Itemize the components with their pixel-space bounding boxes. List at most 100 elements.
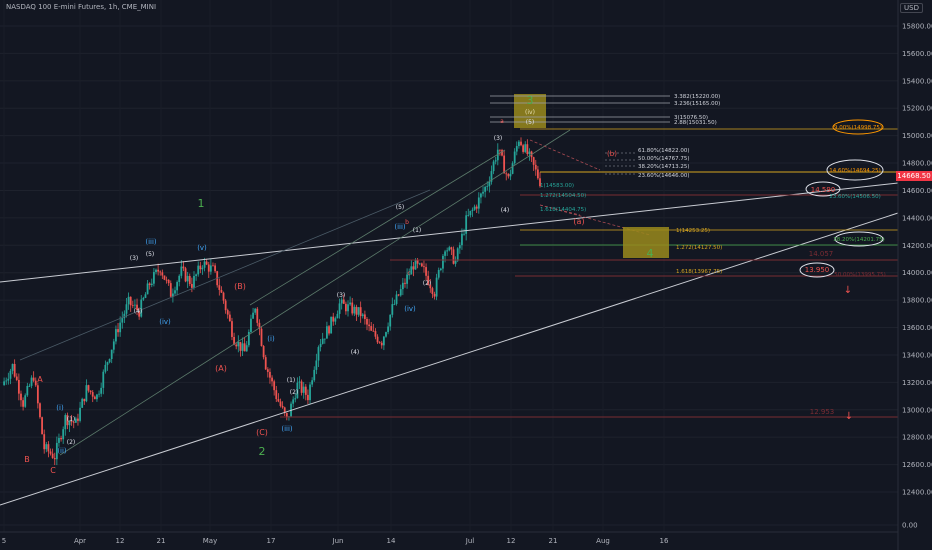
candle-body (254, 308, 257, 313)
candle-body (328, 326, 330, 334)
candle-body (237, 341, 240, 347)
drawing-overlays (0, 94, 899, 506)
price-tick-label: 14600.00 (902, 187, 932, 195)
candle-body (353, 306, 356, 314)
wave-label-white: (5) (526, 119, 535, 126)
candle-body (427, 275, 430, 285)
highlight-ellipse (805, 181, 841, 197)
candle-body (452, 249, 455, 264)
wave-label-white: (5) (146, 251, 155, 258)
currency-badge[interactable]: USD (900, 3, 923, 13)
candle-body (387, 326, 389, 333)
candle-body (528, 151, 531, 155)
candle-body (201, 267, 204, 270)
candle-body (262, 346, 265, 358)
fib-label: 2.88(15031.50) (674, 120, 717, 126)
wave-label-blue: (iii) (145, 238, 157, 246)
wave-label-blue: (iii) (281, 425, 293, 433)
annotations: 1 2 3 4 A B C (A) (B) (C) (a) (b) a b c (i) (ii) (iii) (iv… (24, 94, 886, 475)
candle-body (142, 297, 145, 300)
candle-body (338, 303, 341, 314)
candle-body (304, 386, 307, 395)
candle-body (235, 344, 238, 347)
candle-body (136, 304, 138, 311)
fib-label: 1.618(13967.75) (676, 269, 722, 275)
symbol-title: NASDAQ 100 E-mini Futures, 1h, CME_MINI (6, 3, 157, 11)
wave-label-red: C (50, 466, 56, 475)
candle-body (186, 275, 189, 282)
candle-body (252, 312, 254, 319)
candle-body (26, 385, 29, 396)
candle-body (294, 398, 297, 400)
candle-body (370, 326, 373, 331)
candle-body (58, 437, 60, 443)
wave-label-red: b (405, 219, 409, 226)
price-tick-label: 12600.00 (902, 461, 932, 469)
candle-body (292, 399, 295, 404)
inner-wave-channel (249, 149, 506, 306)
price-axis[interactable]: 15800.00 15600.00 15400.00 15200.00 15000.00… (897, 0, 932, 550)
candle-body (144, 294, 147, 298)
candle-body (439, 268, 442, 271)
wave-label-red: A (37, 375, 43, 384)
candle-body (372, 330, 375, 332)
candle-body (380, 342, 383, 346)
price-tick-label: 14800.00 (902, 160, 932, 168)
candle-body (106, 362, 109, 365)
time-tick-label: Jul (465, 537, 475, 545)
candle-body (15, 376, 18, 380)
candle-body (134, 304, 136, 306)
price-tick-label: 13000.00 (902, 406, 932, 414)
candle-body (91, 392, 94, 397)
level-label: 13.950 (805, 266, 830, 274)
candle-body (85, 385, 88, 402)
candle-body (461, 233, 463, 246)
candle-body (366, 318, 368, 325)
candle-body (446, 250, 449, 252)
candle-body (454, 260, 457, 264)
candle-body (7, 378, 10, 381)
price-tick-label: 13400.00 (902, 351, 932, 359)
candle-body (140, 299, 143, 317)
candle-body (473, 206, 476, 210)
candle-body (397, 294, 400, 296)
candle-body (361, 314, 364, 317)
candle-body (157, 269, 160, 272)
candle-body (83, 398, 86, 402)
candle-body (505, 173, 508, 175)
candle-body (264, 357, 267, 370)
candle-body (507, 173, 510, 177)
wave-label-blue: (iv) (404, 305, 416, 313)
candle-body (247, 331, 250, 346)
candle-body (131, 305, 134, 307)
candle-body (298, 381, 301, 383)
candle-body (321, 338, 324, 344)
candle-body (317, 347, 320, 361)
time-axis[interactable]: 5 Apr 12 21 May 17 Jun 14 Jul 12 21 Aug 16 (0, 531, 898, 545)
candle-body (89, 390, 92, 393)
candle-body (150, 283, 153, 286)
wave-label-yellow: (iv) (525, 109, 535, 116)
candle-body (323, 338, 326, 340)
candle-body (522, 145, 525, 152)
price-tick-label: 12400.00 (902, 489, 932, 497)
price-tick-label: 0.00 (902, 522, 918, 530)
candle-body (332, 316, 335, 322)
candle-body (17, 379, 20, 394)
candle-body (228, 314, 231, 322)
candle-body (410, 266, 413, 275)
candle-body (309, 384, 311, 401)
candle-body (435, 277, 438, 297)
candle-body (250, 318, 252, 332)
candle-body (503, 155, 506, 174)
wave-label-blue: (i) (267, 335, 275, 343)
candle-body (205, 261, 208, 265)
wave-label-blue: (iv) (159, 318, 171, 326)
candle-body (490, 171, 493, 182)
candle-body (420, 263, 423, 267)
candle-body (45, 444, 48, 450)
candle-body (374, 331, 377, 337)
candle-body (471, 209, 474, 211)
price-tick-label: 15800.00 (902, 23, 932, 31)
